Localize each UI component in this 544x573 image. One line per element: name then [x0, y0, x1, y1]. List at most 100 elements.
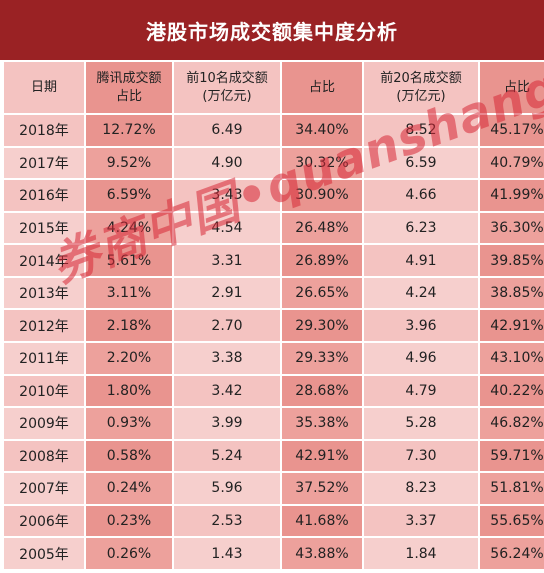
table-cell: 6.23: [364, 212, 478, 244]
table-cell: 28.68%: [282, 375, 362, 407]
table-cell: 29.33%: [282, 342, 362, 374]
table-cell: 3.42: [174, 375, 280, 407]
data-table: 日期 腾讯成交额 占比 前10名成交额 (万亿元) 占比 前20名成交额 (万亿元) 占比 20…: [2, 60, 544, 571]
table-cell: 42.91%: [282, 440, 362, 472]
table-header: 日期 腾讯成交额 占比 前10名成交额 (万亿元) 占比 前20名成交额 (万亿元) 占比: [4, 62, 544, 113]
table-cell: 0.24%: [86, 473, 172, 504]
table-row: 2011年 2.20% 3.38 29.33% 4.96 43.10%: [4, 342, 544, 374]
table-cell: 0.93%: [86, 408, 172, 439]
table-cell: 2015年: [4, 212, 84, 244]
column-header-line: 占比: [503, 79, 530, 95]
column-header: 日期: [4, 62, 84, 113]
table-cell: 8.23: [364, 473, 478, 504]
table-cell: 3.31: [174, 245, 280, 276]
table-cell: 12.72%: [86, 115, 172, 146]
column-header: 前10名成交额 (万亿元): [174, 62, 280, 113]
table-cell: 2.18%: [86, 310, 172, 341]
table-cell: 1.80%: [86, 375, 172, 407]
table-cell: 26.65%: [282, 277, 362, 309]
table-cell: 26.89%: [282, 245, 362, 276]
column-header-line: (万亿元): [396, 88, 446, 104]
table-cell: 2.53: [174, 505, 280, 537]
column-header-line: 前20名成交额: [380, 70, 462, 86]
column-header: 腾讯成交额 占比: [86, 62, 172, 113]
table-cell: 4.90: [174, 147, 280, 179]
table-cell: 2014年: [4, 245, 84, 276]
table-cell: 2012年: [4, 310, 84, 341]
table-cell: 41.99%: [480, 180, 544, 211]
table-cell: 1.43: [174, 538, 280, 569]
table-cell: 4.24%: [86, 212, 172, 244]
table-cell: 4.91: [364, 245, 478, 276]
table-cell: 30.90%: [282, 180, 362, 211]
table-cell: 5.24: [174, 440, 280, 472]
table-cell: 0.26%: [86, 538, 172, 569]
table-cell: 3.11%: [86, 277, 172, 309]
table-cell: 2006年: [4, 505, 84, 537]
column-header-line: 占比: [308, 79, 335, 95]
table-cell: 4.54: [174, 212, 280, 244]
table-cell: 3.99: [174, 408, 280, 439]
table-cell: 39.85%: [480, 245, 544, 276]
column-header: 占比: [282, 62, 362, 113]
table-cell: 5.28: [364, 408, 478, 439]
table-cell: 40.22%: [480, 375, 544, 407]
table-cell: 29.30%: [282, 310, 362, 341]
header-row: 日期 腾讯成交额 占比 前10名成交额 (万亿元) 占比 前20名成交额 (万亿元) 占比: [4, 62, 544, 113]
table-row: 2013年 3.11% 2.91 26.65% 4.24 38.85%: [4, 277, 544, 309]
table-cell: 2.70: [174, 310, 280, 341]
table-row: 2012年 2.18% 2.70 29.30% 3.96 42.91%: [4, 310, 544, 341]
table-cell: 46.82%: [480, 408, 544, 439]
table-cell: 6.49: [174, 115, 280, 146]
column-header-line: (万亿元): [202, 88, 252, 104]
column-header-line: 腾讯成交额: [96, 70, 162, 86]
table-cell: 9.52%: [86, 147, 172, 179]
table-cell: 38.85%: [480, 277, 544, 309]
table-row: 2016年 6.59% 3.43 30.90% 4.66 41.99%: [4, 180, 544, 211]
table-cell: 4.79: [364, 375, 478, 407]
table-cell: 2010年: [4, 375, 84, 407]
table-cell: 59.71%: [480, 440, 544, 472]
table-cell: 43.88%: [282, 538, 362, 569]
table-row: 2010年 1.80% 3.42 28.68% 4.79 40.22%: [4, 375, 544, 407]
table-cell: 2018年: [4, 115, 84, 146]
table-cell: 4.96: [364, 342, 478, 374]
table-cell: 42.91%: [480, 310, 544, 341]
table-cell: 35.38%: [282, 408, 362, 439]
table-cell: 3.96: [364, 310, 478, 341]
table-cell: 0.58%: [86, 440, 172, 472]
table-row: 2014年 5.61% 3.31 26.89% 4.91 39.85%: [4, 245, 544, 276]
table-cell: 36.30%: [480, 212, 544, 244]
table-row: 2005年 0.26% 1.43 43.88% 1.84 56.24%: [4, 538, 544, 569]
table-cell: 3.37: [364, 505, 478, 537]
table-cell: 5.61%: [86, 245, 172, 276]
table-cell: 30.32%: [282, 147, 362, 179]
table-cell: 7.30: [364, 440, 478, 472]
table-cell: 56.24%: [480, 538, 544, 569]
table-cell: 2016年: [4, 180, 84, 211]
table-cell: 2.91: [174, 277, 280, 309]
table-cell: 26.48%: [282, 212, 362, 244]
table-title: 港股市场成交额集中度分析: [0, 0, 544, 60]
table-cell: 0.23%: [86, 505, 172, 537]
table-cell: 2011年: [4, 342, 84, 374]
table-row: 2015年 4.24% 4.54 26.48% 6.23 36.30%: [4, 212, 544, 244]
table-cell: 2017年: [4, 147, 84, 179]
table-cell: 43.10%: [480, 342, 544, 374]
table-cell: 1.84: [364, 538, 478, 569]
table-cell: 2.20%: [86, 342, 172, 374]
table-row: 2007年 0.24% 5.96 37.52% 8.23 51.81%: [4, 473, 544, 504]
column-header-line: 日期: [30, 79, 57, 95]
table-row: 2018年 12.72% 6.49 34.40% 8.52 45.17%: [4, 115, 544, 146]
table-cell: 51.81%: [480, 473, 544, 504]
table-cell: 2009年: [4, 408, 84, 439]
table-row: 2017年 9.52% 4.90 30.32% 6.59 40.79%: [4, 147, 544, 179]
table-cell: 6.59: [364, 147, 478, 179]
table-cell: 6.59%: [86, 180, 172, 211]
table-body: 2018年 12.72% 6.49 34.40% 8.52 45.17% 2017年 9.52…: [4, 115, 544, 569]
table-row: 2006年 0.23% 2.53 41.68% 3.37 55.65%: [4, 505, 544, 537]
table-cell: 40.79%: [480, 147, 544, 179]
table-row: 2008年 0.58% 5.24 42.91% 7.30 59.71%: [4, 440, 544, 472]
table-cell: 2007年: [4, 473, 84, 504]
table-cell: 45.17%: [480, 115, 544, 146]
